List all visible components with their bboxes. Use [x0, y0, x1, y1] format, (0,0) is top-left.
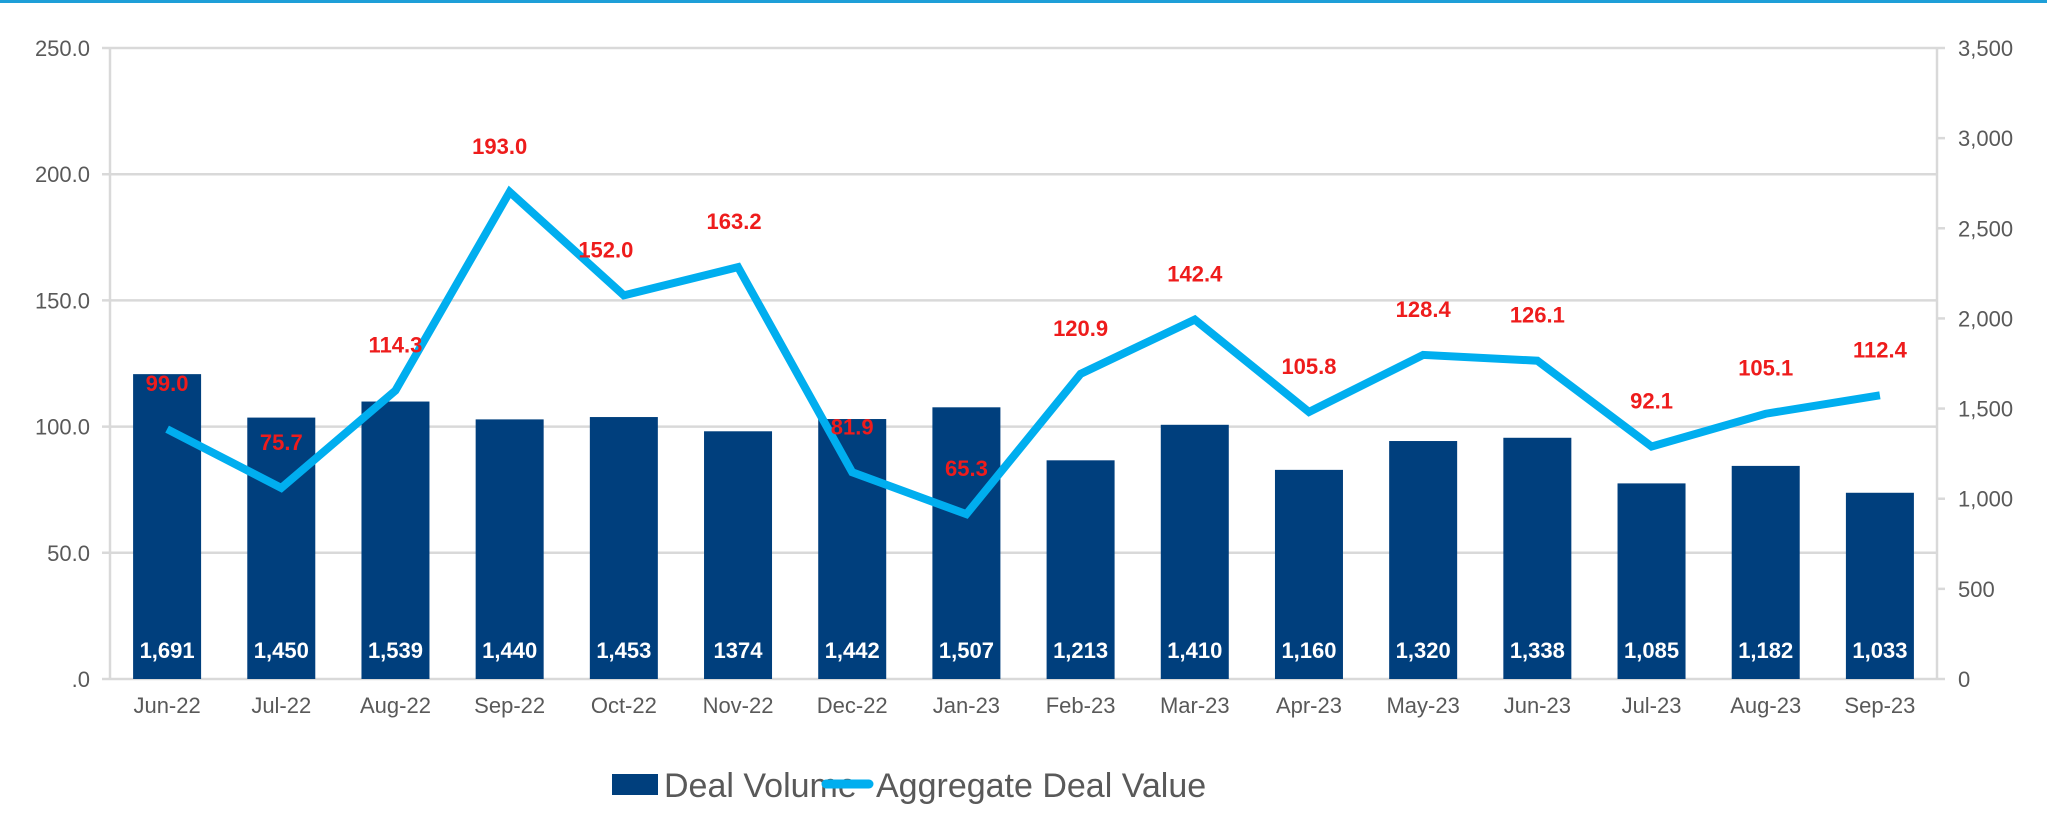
top-border	[0, 0, 2047, 3]
line-value-label: 105.8	[1281, 354, 1336, 379]
x-axis-tick-label: Jun-22	[133, 693, 200, 718]
right-axis-tick-label: 0	[1958, 667, 1970, 692]
legend-label-aggregate-deal-value: Aggregate Deal Value	[876, 767, 1206, 805]
x-axis-tick-label: Nov-22	[703, 693, 774, 718]
bar-value-label: 1,320	[1396, 638, 1451, 663]
bar-deal-volume	[589, 417, 658, 679]
x-axis-tick-label: Mar-23	[1160, 693, 1230, 718]
line-aggregate-deal-value	[165, 185, 1881, 519]
bar-value-label: 1,410	[1167, 638, 1222, 663]
line-value-label: 112.4	[1853, 337, 1908, 362]
line-value-label: 142.4	[1167, 262, 1223, 287]
axes: .0 50.0 100.0 150.0 200.0 250.0 0 500 1,000 1,500…	[35, 36, 2013, 718]
bar-value-label: 1,691	[140, 638, 195, 663]
bar-deal-volume	[1046, 460, 1115, 679]
line-series	[165, 185, 1881, 519]
bar-deal-volume	[1845, 492, 1914, 679]
left-axis-tick-label: .0	[72, 667, 90, 692]
left-axis-tick-label: 250.0	[35, 36, 90, 61]
bar-value-label: 1,182	[1738, 638, 1793, 663]
bar-value-label: 1,450	[254, 638, 309, 663]
line-value-label: 114.3	[369, 333, 423, 358]
x-axis-tick-label: Jul-23	[1622, 693, 1682, 718]
right-axis-tick-label: 2,000	[1958, 306, 2013, 331]
x-axis-tick-label: Sep-22	[474, 693, 545, 718]
x-axis-tick-label: Dec-22	[817, 693, 888, 718]
bar-deal-volume	[1274, 469, 1343, 679]
left-axis-tick-label: 50.0	[47, 541, 90, 566]
x-axis-tick-label: Apr-23	[1276, 693, 1342, 718]
line-value-label: 152.0	[578, 237, 633, 262]
data-labels: 1,691 1,450 1,539 1,440 1,453 1374 1,442 1,507 1…	[140, 134, 1908, 663]
x-axis-tick-label: Jan-23	[933, 693, 1000, 718]
bars	[133, 374, 1914, 679]
right-axis-tick-label: 1,000	[1958, 487, 2013, 512]
line-value-label: 75.7	[260, 430, 303, 455]
left-axis-tick-label: 200.0	[35, 162, 90, 187]
bar-deal-volume	[932, 407, 1001, 679]
bar-deal-volume	[1389, 441, 1458, 679]
line-value-label: 126.1	[1510, 303, 1565, 328]
x-axis-tick-label: Aug-23	[1730, 693, 1801, 718]
line-value-label: 65.3	[945, 456, 988, 481]
left-axis-tick-label: 100.0	[35, 415, 90, 440]
bar-value-label: 1,440	[482, 638, 537, 663]
bar-deal-volume	[1160, 424, 1229, 679]
bar-value-label: 1,442	[825, 638, 880, 663]
bar-deal-volume	[1731, 465, 1800, 679]
bar-deal-volume	[133, 374, 202, 679]
bar-deal-volume	[361, 401, 430, 679]
line-value-label: 163.2	[707, 209, 762, 234]
bar-deal-volume	[247, 417, 316, 679]
legend-swatch-deal-volume	[612, 774, 658, 795]
bar-value-label: 1,033	[1852, 638, 1907, 663]
line-value-label: 193.0	[472, 134, 527, 159]
bar-value-label: 1,507	[939, 638, 994, 663]
bar-deal-volume	[475, 419, 544, 679]
line-value-label: 99.0	[146, 371, 189, 396]
bar-value-label: 1,338	[1510, 638, 1565, 663]
bar-value-label: 1,085	[1624, 638, 1679, 663]
bar-value-label: 1,453	[596, 638, 651, 663]
legend: Deal Volume Aggregate Deal Value	[612, 767, 1206, 805]
x-axis-tick-label: Oct-22	[591, 693, 657, 718]
right-axis-tick-label: 1,500	[1958, 397, 2013, 422]
x-axis-tick-label: Jul-22	[251, 693, 311, 718]
line-value-label: 105.1	[1738, 356, 1793, 381]
bar-value-label: 1374	[714, 638, 764, 663]
line-value-label: 81.9	[831, 414, 874, 439]
bar-deal-volume	[1503, 437, 1572, 679]
x-axis-tick-label: Feb-23	[1046, 693, 1116, 718]
bar-deal-volume	[818, 419, 887, 679]
right-axis-tick-label: 3,500	[1958, 36, 2013, 61]
x-axis-tick-label: Jun-23	[1504, 693, 1571, 718]
line-value-label: 92.1	[1630, 389, 1673, 414]
x-axis-tick-label: Sep-23	[1844, 693, 1915, 718]
line-value-label: 128.4	[1396, 297, 1452, 322]
bar-value-label: 1,539	[368, 638, 423, 663]
left-axis-tick-label: 150.0	[35, 288, 90, 313]
x-axis-tick-label: May-23	[1386, 693, 1459, 718]
right-axis-tick-label: 3,000	[1958, 126, 2013, 151]
bar-value-label: 1,213	[1053, 638, 1108, 663]
bar-deal-volume	[1617, 483, 1686, 679]
x-axis-tick-label: Aug-22	[360, 693, 431, 718]
bar-value-label: 1,160	[1281, 638, 1336, 663]
right-axis-tick-label: 2,500	[1958, 216, 2013, 241]
line-value-label: 120.9	[1053, 316, 1108, 341]
right-axis-tick-label: 500	[1958, 577, 1995, 602]
bar-deal-volume	[704, 431, 773, 679]
